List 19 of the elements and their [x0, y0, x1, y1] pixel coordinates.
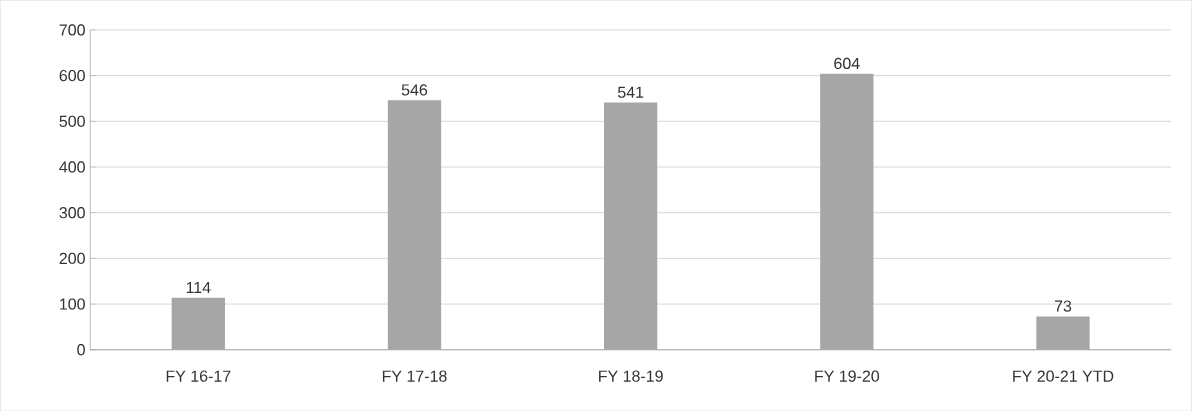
- y-tick-label: 700: [59, 24, 85, 36]
- y-tick-label: 0: [77, 343, 85, 356]
- data-label: 114: [186, 281, 211, 293]
- y-tick-label: 300: [59, 206, 85, 219]
- x-tick-label: FY 16-17: [166, 370, 231, 382]
- x-tick-label: FY 17-18: [382, 370, 447, 382]
- y-tick-label: 100: [60, 298, 85, 310]
- y-tick-label: 500: [59, 115, 85, 127]
- y-tick-label: 400: [59, 161, 85, 173]
- data-label: 546: [401, 84, 428, 96]
- x-tick-label: FY 18-19: [599, 370, 663, 382]
- x-tick-label: FY 20-21 YTD: [1013, 370, 1114, 382]
- data-label: 604: [834, 57, 860, 69]
- y-tick-label: 200: [59, 252, 85, 264]
- data-label: 541: [617, 86, 644, 98]
- data-label: 73: [1054, 300, 1072, 312]
- bar: [1036, 316, 1090, 350]
- y-tick-label: 600: [59, 69, 85, 82]
- x-tick-label: FY 19-20: [815, 370, 880, 382]
